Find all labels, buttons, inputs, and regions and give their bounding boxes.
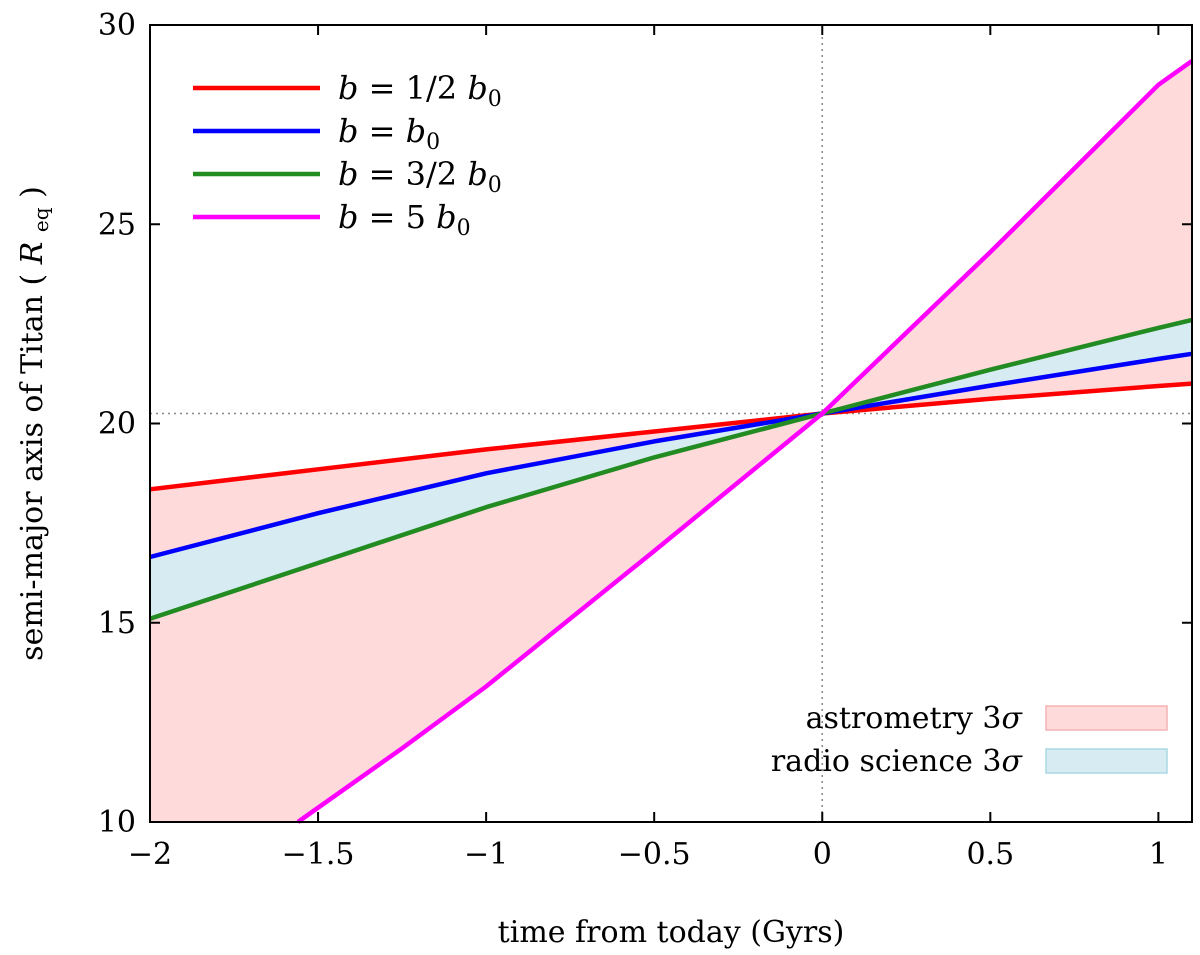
legend-entry-sub: 0 [426, 130, 440, 155]
y-tick-label: 15 [98, 606, 136, 641]
legend-entry-3: b = 3/2 b0 [338, 155, 502, 198]
x-tick-label: 1 [1149, 837, 1168, 872]
band-legend-text: astrometry 3 [806, 701, 1002, 736]
legend-entry-part: b [338, 155, 369, 193]
legend-entry-part: = [369, 155, 406, 193]
legend-entry-part: b [436, 198, 456, 236]
legend-entry-part: = [369, 112, 406, 150]
legend-entry-4: b = 5 b0 [338, 198, 471, 241]
legend-entry-part: b [338, 69, 369, 107]
legend-entry-part: 3/2 [406, 155, 468, 193]
band-legend-sigma: σ [1002, 701, 1024, 736]
y-axis-label-unit-sub: eq [29, 207, 53, 232]
legend-entry-part: b [467, 155, 487, 193]
series-line-1 [149, 381, 1193, 492]
y-tick-label: 30 [98, 8, 136, 43]
legend-entry-part: = [369, 69, 406, 107]
band-legend-sigma: σ [1002, 744, 1024, 779]
band-legend-label-1: astrometry 3σ [806, 701, 1024, 736]
legend-entry-1: b = 1/2 b0 [338, 69, 502, 112]
legend-entry-part: b [406, 112, 426, 150]
x-tick-label: −0.5 [618, 837, 691, 872]
series-line-2 [149, 351, 1193, 560]
band-legend-swatch-2 [1045, 748, 1168, 774]
band-legend-text: radio science 3 [771, 744, 1002, 779]
y-tick-label: 10 [98, 805, 136, 840]
x-axis-label: time from today (Gyrs) [498, 915, 845, 950]
legend-entry-sub: 0 [488, 173, 502, 198]
reference-lines [150, 25, 1192, 822]
x-tick-label: 0 [813, 837, 832, 872]
y-axis-label-close: ) [15, 186, 50, 198]
series-lines [149, 59, 1194, 824]
legend-entry-part: b [467, 69, 487, 107]
y-axis-label: semi-major axis of Titan ( R eq ) [15, 186, 56, 661]
legend-entry-part: 5 [406, 198, 437, 236]
legend-entry-part: b [338, 112, 369, 150]
legend-entry-part: = [369, 198, 406, 236]
legend: b = 1/2 b0b = b0b = 3/2 b0b = 5 b0 [193, 69, 502, 241]
axis-ticks: −2 −1.5 −1 −0.5 0 0.5 1 10 15 20 25 30 [98, 8, 1192, 872]
y-axis-label-text: semi-major axis of Titan [15, 295, 50, 661]
legend-entry-sub: 0 [488, 87, 502, 112]
band-legend-label-2: radio science 3σ [771, 744, 1024, 779]
legend-entry-part: b [338, 198, 369, 236]
x-tick-label: 0.5 [966, 837, 1014, 872]
y-tick-label: 20 [98, 407, 136, 442]
x-tick-label: −1.5 [282, 837, 355, 872]
x-tick-label: −1 [464, 837, 508, 872]
x-tick-label: −2 [128, 837, 172, 872]
legend-entry-sub: 0 [457, 216, 471, 241]
legend-entry-part: 1/2 [406, 69, 468, 107]
series-line-4 [296, 59, 1194, 824]
y-axis-label-unit: R [15, 242, 50, 266]
y-tick-label: 25 [98, 207, 136, 242]
band-legend-swatch-1 [1045, 705, 1168, 731]
series-line-3 [149, 317, 1193, 621]
y-axis-label-open: ( [15, 274, 50, 286]
legend-entry-2: b = b0 [338, 112, 440, 155]
